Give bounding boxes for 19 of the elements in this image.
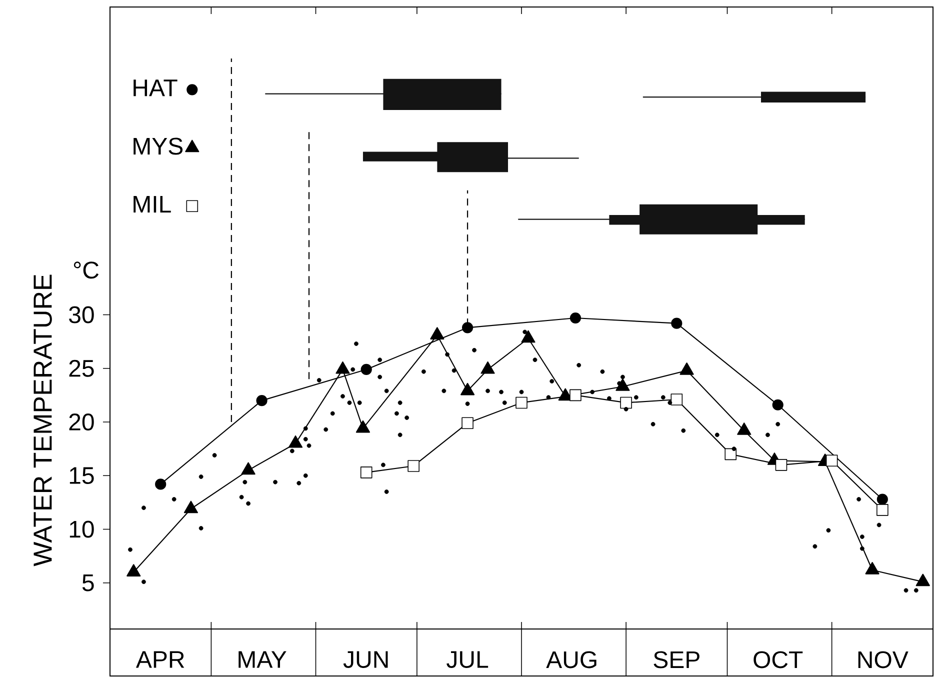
y-tick-label: 15: [70, 467, 94, 484]
x-tick-label: AUG: [546, 651, 596, 668]
legend-label: MYS: [134, 138, 183, 155]
y-tick-label: 20: [69, 414, 94, 431]
x-tick-label: OCT: [754, 651, 803, 668]
x-tick-label: JUN: [343, 651, 388, 668]
y-tick-label: 5: [82, 574, 94, 592]
x-tick-label: JUL: [446, 651, 488, 668]
legend-label: HAT: [134, 80, 178, 96]
x-tick-label: NOV: [858, 651, 908, 668]
x-tick-label: APR: [136, 651, 184, 668]
y-tick-label: 30: [69, 306, 94, 324]
legend-label: MIL: [134, 196, 171, 213]
y-tick-label: 10: [70, 520, 94, 538]
x-tick-label: MAY: [238, 651, 286, 668]
y-tick-label: 25: [69, 360, 94, 377]
x-tick-label: SEP: [654, 651, 700, 668]
text: °C: [74, 262, 99, 279]
y-axis-title: WATER TEMPERATURE: [34, 274, 52, 566]
